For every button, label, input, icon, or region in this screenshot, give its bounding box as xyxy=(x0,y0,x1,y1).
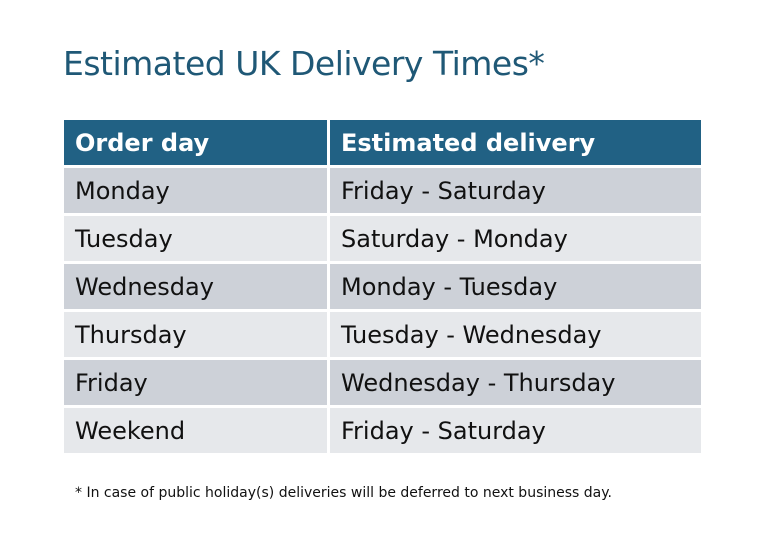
order-day-cell: Wednesday xyxy=(64,264,327,309)
delivery-cell: Wednesday - Thursday xyxy=(330,360,701,405)
order-day-cell: Monday xyxy=(64,168,327,213)
footnote: * In case of public holiday(s) deliverie… xyxy=(75,485,612,501)
delivery-cell: Monday - Tuesday xyxy=(330,264,701,309)
order-day-cell: Weekend xyxy=(64,408,327,453)
delivery-cell: Friday - Saturday xyxy=(330,168,701,213)
delivery-cell: Tuesday - Wednesday xyxy=(330,312,701,357)
delivery-table: Order day Estimated delivery Monday Frid… xyxy=(64,120,701,453)
header-order-day: Order day xyxy=(64,120,327,165)
delivery-cell: Saturday - Monday xyxy=(330,216,701,261)
order-day-cell: Thursday xyxy=(64,312,327,357)
page-title: Estimated UK Delivery Times* xyxy=(63,44,545,83)
header-estimated-delivery: Estimated delivery xyxy=(330,120,701,165)
order-day-cell: Tuesday xyxy=(64,216,327,261)
order-day-cell: Friday xyxy=(64,360,327,405)
delivery-cell: Friday - Saturday xyxy=(330,408,701,453)
